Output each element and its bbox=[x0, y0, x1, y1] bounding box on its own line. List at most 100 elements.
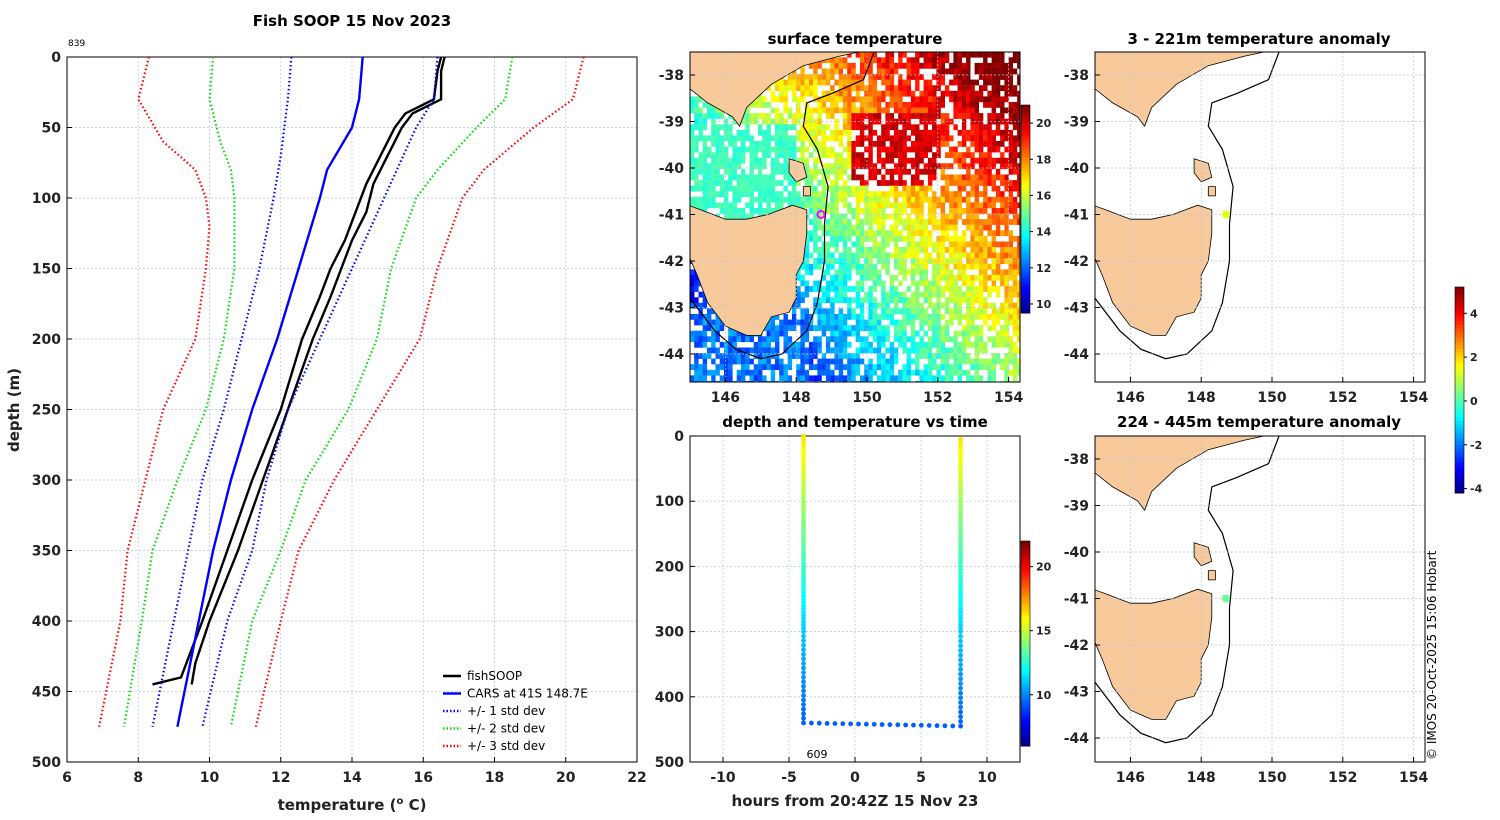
anomaly-colorbar-cell bbox=[1455, 393, 1464, 398]
time-colorbar-cell bbox=[1021, 664, 1030, 668]
sst-pixel bbox=[991, 74, 996, 80]
sst-pixel bbox=[949, 252, 954, 259]
sst-pixel bbox=[953, 286, 958, 292]
sst-pixel bbox=[978, 219, 984, 225]
sst-pixel bbox=[970, 308, 975, 315]
sst-pixel bbox=[724, 213, 729, 220]
sst-pixel bbox=[1008, 241, 1013, 248]
sst-pixel bbox=[859, 308, 865, 315]
sst-pixel bbox=[898, 230, 903, 237]
sst-pixel bbox=[940, 208, 945, 214]
sst-pixel bbox=[949, 269, 954, 276]
sst-pixel bbox=[1008, 168, 1013, 175]
sst-pixel bbox=[753, 196, 759, 203]
sst-pixel bbox=[915, 230, 920, 237]
sst-pixel bbox=[690, 168, 695, 175]
anomaly-colorbar-cell bbox=[1455, 410, 1464, 415]
sst-pixel bbox=[851, 113, 856, 119]
sst-pixel bbox=[715, 174, 720, 181]
sst-pixel bbox=[868, 52, 873, 58]
sst-pixel bbox=[923, 269, 928, 276]
sst-colorbar-cell bbox=[1021, 281, 1030, 286]
sst-pixel bbox=[770, 319, 776, 326]
sst-pixel bbox=[766, 180, 771, 186]
sst-pixel bbox=[792, 152, 797, 158]
anomaly-colorbar-label: 0 bbox=[1470, 395, 1478, 408]
sst-pixel bbox=[898, 102, 903, 108]
sst-pixel bbox=[804, 347, 810, 354]
sst-pixel bbox=[1012, 90, 1018, 97]
sst-pixel bbox=[838, 90, 844, 97]
sst-pixel bbox=[804, 241, 810, 248]
sst-pixel bbox=[919, 308, 924, 315]
sst-pixel bbox=[741, 129, 746, 136]
sst-pixel bbox=[779, 325, 784, 331]
sst-pixel bbox=[1012, 152, 1018, 158]
sst-pixel bbox=[876, 202, 882, 209]
sst-pixel bbox=[1012, 163, 1018, 170]
sst-pixel bbox=[872, 191, 878, 197]
sst-pixel bbox=[936, 314, 941, 320]
sst-pixel bbox=[855, 297, 861, 304]
sst-pixel bbox=[847, 263, 852, 270]
sst-pixel bbox=[855, 358, 861, 365]
sst-pixel bbox=[881, 364, 886, 370]
sst-pixel bbox=[902, 364, 907, 370]
sst-pixel bbox=[792, 196, 797, 203]
sst-pixel bbox=[927, 146, 933, 153]
sst-colorbar-cell bbox=[1021, 198, 1030, 203]
sst-pixel bbox=[817, 302, 822, 309]
sst-pixel bbox=[957, 196, 962, 203]
sst-colorbar-cell bbox=[1021, 118, 1030, 123]
sst-pixel bbox=[868, 146, 873, 153]
sst-pixel bbox=[745, 180, 750, 186]
sst-pixel bbox=[834, 224, 839, 231]
sst-pixel bbox=[932, 107, 937, 114]
sst-pixel bbox=[957, 102, 962, 108]
sst-pixel bbox=[855, 353, 861, 359]
sst-pixel bbox=[893, 135, 899, 142]
sst-pixel bbox=[851, 353, 856, 359]
sst-pixel bbox=[915, 57, 920, 64]
sst-pixel bbox=[966, 163, 971, 170]
sst-pixel bbox=[834, 79, 839, 86]
sst-pixel bbox=[974, 364, 979, 370]
time-xtick-label: 5 bbox=[916, 770, 926, 786]
sst-pixel bbox=[770, 347, 776, 354]
sst-pixel bbox=[847, 325, 852, 331]
sst-pixel bbox=[694, 174, 699, 181]
sst-pixel bbox=[775, 146, 780, 153]
sst-pixel bbox=[974, 297, 979, 304]
sst-pixel bbox=[796, 369, 801, 376]
sst-pixel bbox=[800, 314, 805, 320]
sst-pixel bbox=[762, 146, 767, 153]
sst-pixel bbox=[974, 146, 979, 153]
sst-pixel bbox=[830, 208, 835, 214]
sst-pixel bbox=[842, 241, 848, 248]
sst-pixel bbox=[983, 174, 988, 181]
sst-pixel bbox=[851, 146, 856, 153]
sst-pixel bbox=[792, 302, 797, 309]
sst-pixel bbox=[910, 196, 916, 203]
sst-pixel bbox=[838, 286, 844, 292]
sst-pixel bbox=[902, 79, 907, 86]
sst-pixel bbox=[817, 364, 822, 370]
sst-pixel bbox=[698, 353, 703, 359]
sst-pixel bbox=[881, 141, 886, 147]
sst-pixel bbox=[919, 96, 924, 103]
sst-pixel bbox=[953, 235, 958, 242]
sst-pixel bbox=[834, 241, 839, 248]
sst-pixel bbox=[690, 152, 695, 158]
sst-pixel bbox=[881, 358, 886, 365]
sst-pixel bbox=[1017, 79, 1020, 86]
sst-pixel bbox=[792, 341, 797, 348]
sst-pixel bbox=[864, 247, 869, 253]
sst-pixel bbox=[1017, 213, 1020, 220]
sst-pixel bbox=[813, 230, 818, 237]
sst-pixel bbox=[766, 347, 771, 354]
sst-pixel bbox=[838, 369, 844, 376]
sst-pixel bbox=[694, 180, 699, 186]
sst-pixel bbox=[707, 353, 712, 359]
sst-pixel bbox=[813, 302, 818, 309]
sst-pixel bbox=[694, 102, 699, 108]
